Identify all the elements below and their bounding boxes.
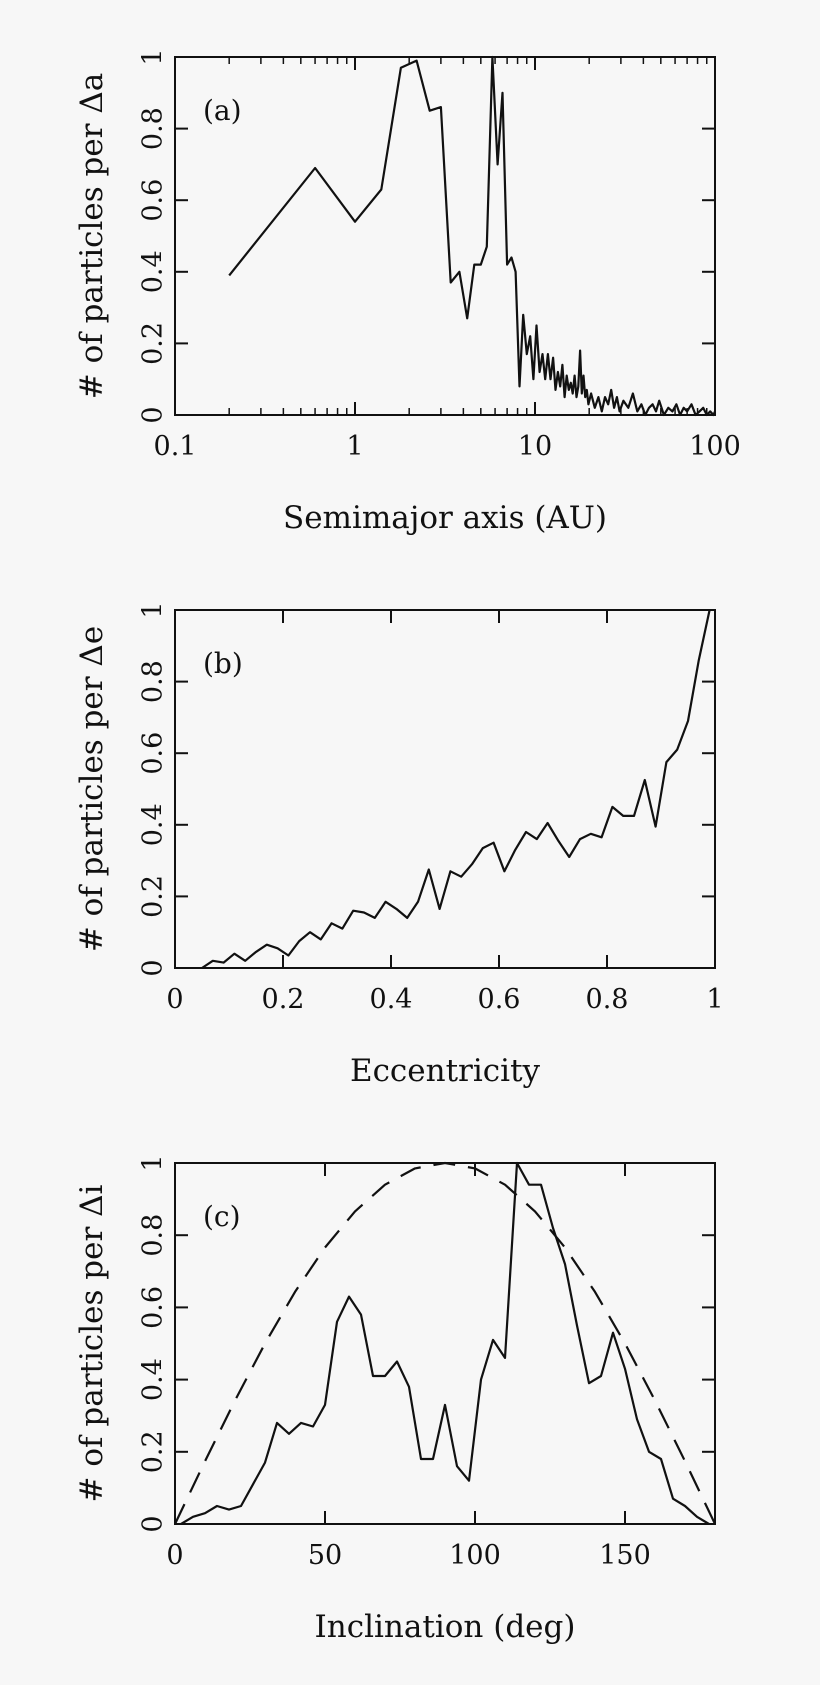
chart-panel-b: 0 0.2 0.4 0.6 0.8 1 0 0.2 0.4 0.6 0.8 1 (b) Eccentric… [74, 601, 724, 1089]
x-tick-label: 0.1 [154, 431, 197, 462]
y-tick-label: 1 [138, 48, 169, 65]
x-tick-label: 0 [166, 984, 183, 1015]
plot-frame [174, 609, 716, 969]
series-line-dashed [174, 1161, 716, 1525]
y-axis-title: # of particles per Δi [74, 1184, 110, 1502]
y-tick-label: 0.8 [138, 660, 169, 703]
series-line-solid [201, 609, 711, 969]
y-tick-label: 0.6 [138, 732, 169, 775]
y-tick-label: 0.6 [138, 1286, 169, 1329]
x-tick-label: 100 [449, 1540, 501, 1571]
y-tick-label: 0 [138, 406, 169, 423]
panel-label: (a) [203, 94, 242, 127]
x-tick-label: 0.2 [262, 984, 305, 1015]
y-tick-label: 0 [138, 959, 169, 976]
y-tick-label: 0 [138, 1515, 169, 1532]
y-tick-label: 1 [138, 1154, 169, 1171]
x-axis-title: Inclination (deg) [315, 1609, 576, 1645]
y-tick-label: 0.8 [138, 107, 169, 150]
y-tick-label: 0.2 [138, 875, 169, 918]
x-tick-label: 10 [518, 431, 552, 462]
y-tick-label: 0.4 [138, 1358, 169, 1401]
y-tick-label: 0.2 [138, 1430, 169, 1473]
x-tick-label: 1 [706, 984, 723, 1015]
x-tick-label: 100 [689, 431, 741, 462]
y-axis-title: # of particles per Δa [74, 73, 110, 399]
y-tick-label: 0.4 [138, 803, 169, 846]
x-axis-title: Semimajor axis (AU) [283, 500, 607, 536]
panel-label: (b) [203, 647, 243, 680]
plot-frame [174, 56, 716, 416]
series-line-solid [228, 55, 717, 417]
x-tick-label: 150 [599, 1540, 651, 1571]
x-tick-label: 1 [346, 431, 363, 462]
y-tick-label: 0.4 [138, 250, 169, 293]
x-tick-label: 0.8 [586, 984, 629, 1015]
chart-panel-c: 0 50 100 150 0 0.2 0.4 0.6 0.8 1 (c) Inclination (d… [74, 1154, 716, 1645]
y-tick-label: 0.8 [138, 1214, 169, 1257]
x-tick-label: 0 [166, 1540, 183, 1571]
y-tick-label: 0.2 [138, 322, 169, 365]
plot-frame [174, 1162, 716, 1525]
series-line-solid [180, 1161, 710, 1525]
x-tick-label: 0.6 [478, 984, 521, 1015]
panel-label: (c) [203, 1200, 241, 1233]
y-tick-label: 0.6 [138, 179, 169, 222]
y-tick-label: 1 [138, 601, 169, 618]
chart-panel-a: 0.1 1 10 100 0 0.2 0.4 0.6 0.8 1 (a) Semimajor axis… [74, 48, 741, 536]
y-axis-title: # of particles per Δe [74, 626, 110, 952]
x-tick-label: 0.4 [370, 984, 413, 1015]
x-axis-title: Eccentricity [350, 1053, 541, 1089]
x-tick-label: 50 [308, 1540, 342, 1571]
